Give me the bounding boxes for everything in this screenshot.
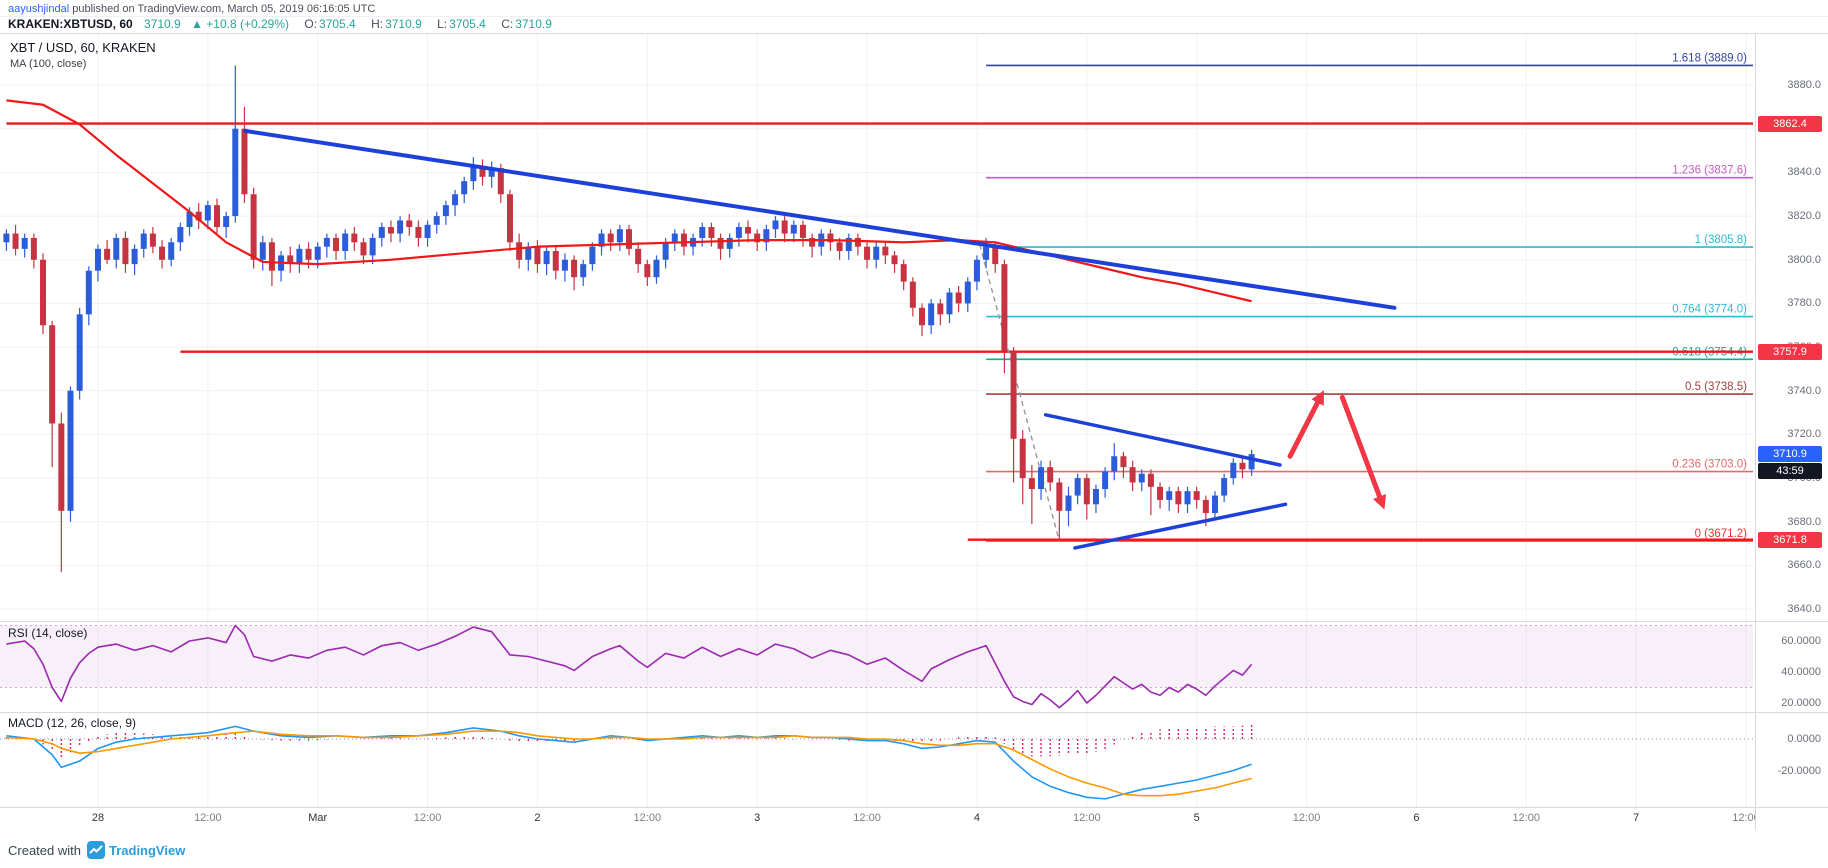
header-inner-divider	[0, 16, 1828, 17]
quote-change: ▲ +10.8 (+0.29%)	[191, 17, 290, 31]
main-price-pane[interactable]: 1.618 (3889.0) 1.236 (3837.6) 1 (3805.8) 0.…	[0, 33, 1755, 621]
time-tick-label: 12:00	[853, 812, 881, 824]
time-tick-label: 12:00	[1292, 812, 1321, 824]
fib-label: 1.236 (3837.6)	[1672, 165, 1747, 177]
macd-indicator-label[interactable]: MACD (12, 26, close, 9)	[8, 716, 137, 730]
fib-label: 0.5 (3738.5)	[1685, 381, 1747, 393]
macd-pane[interactable]	[0, 713, 1755, 807]
candles	[3, 65, 1255, 572]
time-tick-label: 3	[754, 812, 761, 824]
axis-tick-label: 3820.0	[1787, 210, 1821, 223]
symbol-name: KRAKEN:XBTUSD, 60	[8, 17, 133, 31]
axis-tick-label: 3640.0	[1787, 603, 1821, 616]
axis-tick-label: 20.0000	[1781, 697, 1821, 709]
rsi-pane-divider	[0, 621, 1828, 622]
bar-countdown-badge: 43:59	[1758, 463, 1822, 480]
created-with-text: Created with	[8, 842, 81, 858]
trendline[interactable]	[1073, 502, 1288, 550]
low-label: L:	[437, 17, 448, 31]
fib-label: 0.236 (3703.0)	[1672, 459, 1747, 471]
price-level-badge: 3757.9	[1758, 343, 1822, 360]
dashed-measure-line	[979, 244, 1061, 542]
time-tick-label: 12:00	[194, 812, 222, 824]
ma-indicator-label[interactable]: MA (100, close)	[10, 58, 87, 70]
close-value: 3710.9	[515, 17, 552, 31]
rsi-pane[interactable]	[0, 622, 1755, 712]
main-grid	[0, 33, 1753, 621]
quote-row: KRAKEN:XBTUSD, 60 3710.9 ▲ +10.8 (+0.29%…	[8, 17, 559, 31]
tradingview-logo-icon	[86, 841, 105, 859]
axis-tick-label: 3780.0	[1787, 297, 1821, 310]
axis-tick-label: 0.0000	[1787, 733, 1821, 745]
fib-label: 1.618 (3889.0)	[1672, 52, 1747, 64]
open-value: 3705.4	[319, 17, 356, 31]
high-value: 3710.9	[385, 17, 422, 31]
byline: aayushjindal published on TradingView.co…	[8, 3, 375, 15]
byline-text: published on TradingView.com, March 05, …	[69, 3, 376, 15]
time-tick-label: 7	[1633, 812, 1640, 824]
time-tick-label: 12:00	[633, 812, 662, 824]
time-tick-label: 12:00	[1732, 812, 1760, 824]
time-tick-label: 6	[1413, 812, 1420, 824]
time-axis[interactable]: 28 12:00 Mar 12:00 2 12:00 3 12:00 4 12:00 5 12:00 6…	[0, 808, 1760, 830]
trendline[interactable]	[243, 128, 1397, 310]
header-divider	[0, 33, 1828, 34]
ma100-line	[6, 99, 1252, 303]
trendline[interactable]	[1043, 413, 1282, 467]
open-label: O:	[304, 17, 318, 31]
time-tick-label: 4	[973, 812, 980, 824]
low-value: 3705.4	[449, 17, 486, 31]
fib-label: 0 (3671.2)	[1695, 528, 1748, 540]
macd-pane-divider	[0, 712, 1828, 713]
close-label: C:	[501, 17, 514, 31]
time-axis-divider	[0, 807, 1828, 808]
axis-tick-label: 3800.0	[1787, 253, 1821, 266]
fib-label: 1 (3805.8)	[1695, 234, 1748, 246]
axis-tick-label: 60.0000	[1781, 635, 1821, 647]
axis-tick-label: 40.0000	[1781, 666, 1821, 678]
rsi-line	[6, 624, 1253, 709]
time-tick-label: 12:00	[1512, 812, 1541, 824]
footer: Created with TradingView	[8, 839, 185, 861]
author-link[interactable]: aayushjindal	[8, 3, 70, 15]
time-tick-label: 28	[91, 812, 105, 824]
time-tick-label: 5	[1193, 812, 1200, 824]
axis-tick-label: 3720.0	[1787, 428, 1821, 441]
time-tick-label: 12:00	[413, 812, 442, 824]
price-level-badge: 3862.4	[1758, 115, 1822, 132]
rsi-band	[0, 625, 1753, 688]
axis-tick-label: 3880.0	[1787, 79, 1821, 92]
drawn-arrow[interactable]	[1339, 394, 1387, 510]
macd-histogram	[5, 724, 1253, 758]
last-price-badge: 3710.9	[1758, 446, 1822, 463]
macd-signal-line	[6, 730, 1252, 797]
axis-tick-label: 3840.0	[1787, 166, 1821, 179]
drawn-arrow[interactable]	[1287, 390, 1324, 459]
time-tick-label: 2	[534, 812, 541, 824]
horizontal-lines[interactable]	[6, 122, 1753, 541]
time-tick-label: 12:00	[1073, 812, 1101, 824]
fib-label: 0.764 (3774.0)	[1672, 304, 1747, 316]
tradingview-brand-name: TradingView	[108, 842, 186, 858]
price-level-badge: 3671.8	[1758, 531, 1822, 548]
axis-tick-label: -20.0000	[1777, 764, 1821, 777]
tradingview-brand-link[interactable]: TradingView	[86, 841, 186, 859]
axis-tick-label: 3680.0	[1787, 515, 1821, 528]
quote-last-price: 3710.9	[144, 17, 181, 31]
axis-tick-label: 3660.0	[1787, 559, 1821, 572]
chart-title: XBT / USD, 60, KRAKEN	[10, 40, 156, 55]
high-label: H:	[371, 17, 384, 31]
price-axis[interactable]: 3880.03860.03840.03820.03800.03780.03760…	[1755, 33, 1828, 830]
rsi-indicator-label[interactable]: RSI (14, close)	[8, 626, 88, 640]
time-tick-label: Mar	[308, 812, 328, 824]
axis-tick-label: 3740.0	[1787, 384, 1821, 397]
